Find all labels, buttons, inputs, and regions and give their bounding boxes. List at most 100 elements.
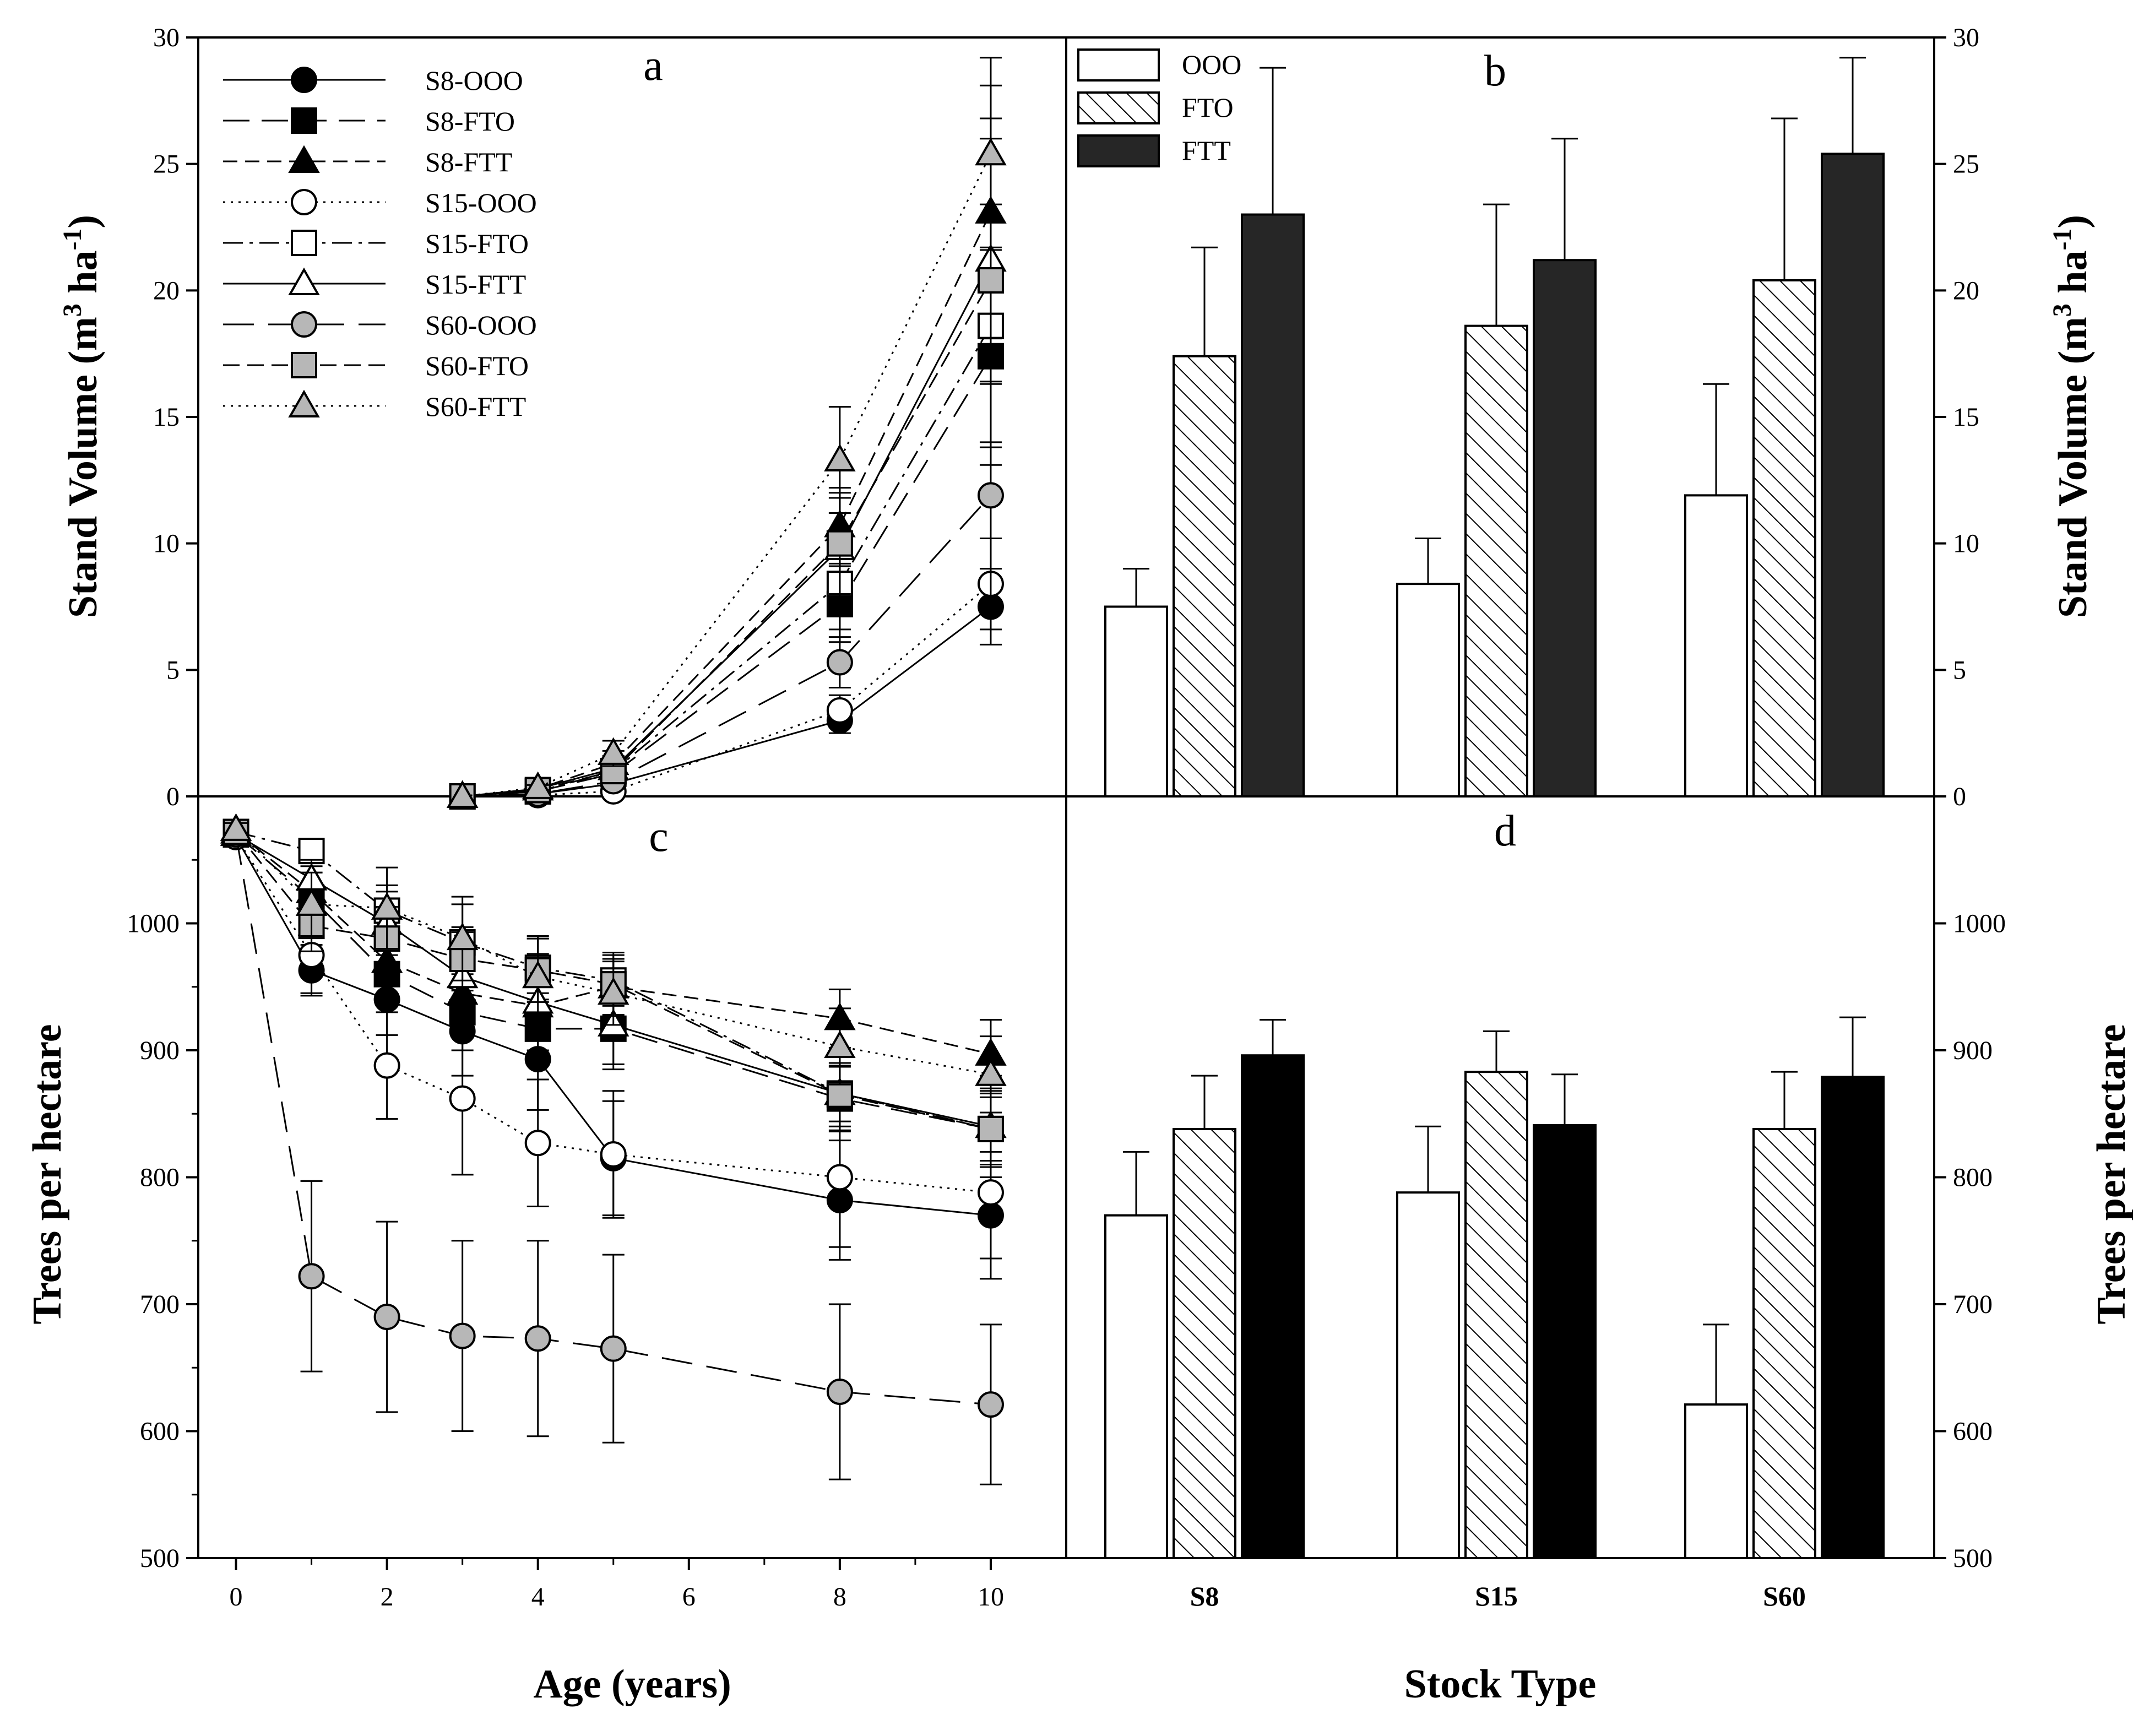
- legend-marker: [288, 389, 320, 417]
- series-line: [235, 831, 991, 1055]
- data-point: [298, 1263, 325, 1290]
- x-axis-title-age: Age (years): [533, 1662, 731, 1707]
- bar-group-s15: [1396, 138, 1597, 798]
- legend-label: S8-FTO: [425, 106, 515, 137]
- data-point: [975, 1058, 1007, 1086]
- legend-lines: S8-OOO S8-FTO S8-FTT S15-OOO S15-FTO S15-FTT S…: [223, 65, 537, 422]
- x-tick-label: 10: [978, 1582, 1004, 1612]
- series-s15-fto: [449, 203, 1004, 810]
- bar-fto: [1173, 355, 1236, 798]
- bar-fto: [1173, 1127, 1236, 1559]
- y-axis-title-trees-right: Trees per hectare: [2089, 1024, 2133, 1324]
- bar-ftt: [1821, 1076, 1885, 1559]
- legend-marker: [291, 107, 317, 134]
- legend-label: S8-OOO: [425, 65, 523, 96]
- bar-fto: [1464, 324, 1528, 798]
- y-tick-label-a: 25: [153, 150, 180, 179]
- y-tick-label-a: 20: [153, 276, 180, 305]
- ylabel-right-part-main: Stand Volume (m: [2050, 317, 2096, 618]
- panel-letter-b: b: [1484, 47, 1506, 95]
- y-tick-label-b: 5: [1953, 655, 1966, 685]
- series-s15-ftt: [446, 138, 1007, 808]
- ylabel-right-part-mid: ha: [2050, 251, 2096, 304]
- legend-swatch: [1077, 134, 1160, 167]
- y-tick-label-b: 15: [1953, 403, 1979, 432]
- data-point: [977, 267, 1004, 294]
- ylabel-right-part-sup2: -1: [2048, 229, 2077, 251]
- y-tick-label-d: 700: [1953, 1290, 1993, 1319]
- y-tick-label-d: 900: [1953, 1036, 1993, 1065]
- bar-ftt: [1821, 153, 1885, 798]
- data-point: [373, 1052, 400, 1079]
- data-point: [824, 1030, 856, 1059]
- bar-fto: [1752, 279, 1816, 798]
- panel-c-trees-lines: [220, 813, 1007, 1485]
- legend-marker: [291, 67, 317, 93]
- ylabel-right-part-sup1: 3: [2048, 303, 2077, 317]
- series-s60-ftt: [446, 57, 1007, 808]
- data-point: [826, 1379, 853, 1406]
- data-point: [826, 1081, 853, 1108]
- x-category-label: S15: [1475, 1581, 1518, 1612]
- y-axis-title-stand-volume-right: Stand Volume (m3 ha-1): [2048, 215, 2096, 618]
- legend-label: OOO: [1182, 49, 1241, 80]
- ylabel-part-sup2: -1: [58, 229, 87, 251]
- y-tick-label-b: 25: [1953, 150, 1979, 179]
- series-line: [462, 211, 992, 798]
- panel-letter-a: a: [643, 41, 663, 90]
- legend-label: S8-FTT: [425, 147, 512, 177]
- series-s60-ooo: [449, 383, 1004, 810]
- y-tick-label-a-zero: 0: [166, 782, 180, 811]
- data-point: [449, 1322, 476, 1349]
- panel-a-stand-volume-lines: [446, 57, 1007, 810]
- bar-ftt: [1533, 259, 1597, 798]
- legend-marker: [288, 145, 320, 173]
- ylabel-right-part-end: ): [2050, 215, 2096, 229]
- legend-item-s8-fto: S8-FTO: [223, 106, 515, 137]
- ylabel-part-mid: ha: [61, 251, 106, 304]
- bar-ooo: [1396, 1191, 1460, 1559]
- legend-marker: [291, 230, 317, 256]
- bar-ooo: [1684, 494, 1748, 798]
- data-point: [824, 443, 856, 472]
- data-point: [446, 780, 479, 808]
- x-tick-label: 8: [833, 1582, 846, 1612]
- y-axis-title-trees-left: Trees per hectare: [25, 1024, 70, 1324]
- x-axis-title-stock-type: Stock Type: [1404, 1662, 1597, 1707]
- series-line: [462, 259, 992, 798]
- bar-ooo: [1396, 583, 1460, 798]
- data-point: [977, 1115, 1004, 1142]
- bar-ftt: [1533, 1124, 1597, 1559]
- panel-d-trees-bars: [1104, 1016, 1885, 1560]
- series-line: [235, 828, 991, 1076]
- legend-bars: OOO FTO FTT: [1077, 48, 1241, 167]
- bar-ooo: [1104, 1214, 1168, 1559]
- series-line: [235, 834, 991, 1406]
- y-tick-label-c: 700: [140, 1290, 180, 1319]
- y-tick-label-b: 10: [1953, 529, 1979, 558]
- data-point: [826, 530, 853, 557]
- data-point: [600, 1335, 627, 1362]
- bar-fto: [1464, 1071, 1528, 1560]
- data-point: [522, 960, 554, 989]
- legend-label: S60-FTT: [425, 391, 526, 422]
- data-point: [975, 137, 1007, 166]
- legend-item-s60-ftt: S60-FTT: [223, 389, 526, 422]
- axes: 5101520253005006007008009001000510152025…: [127, 23, 2006, 1612]
- series-line: [462, 153, 992, 798]
- series-s15-ooo: [449, 537, 1004, 810]
- legend-label: S15-FTO: [425, 228, 529, 259]
- legend-label: S60-OOO: [425, 310, 537, 340]
- legend-item-s8-ftt: S8-FTT: [223, 145, 512, 177]
- bar-fto: [1752, 1127, 1816, 1559]
- data-point: [977, 1179, 1004, 1206]
- legend-swatch: [1077, 48, 1160, 82]
- legend-label: FTO: [1182, 92, 1234, 123]
- series-s60-fto: [449, 117, 1004, 810]
- bar-group-s60: [1684, 57, 1885, 798]
- series-line: [462, 606, 991, 798]
- y-tick-label-b: 30: [1953, 23, 1979, 52]
- data-point: [449, 1085, 476, 1112]
- series-line: [462, 280, 992, 798]
